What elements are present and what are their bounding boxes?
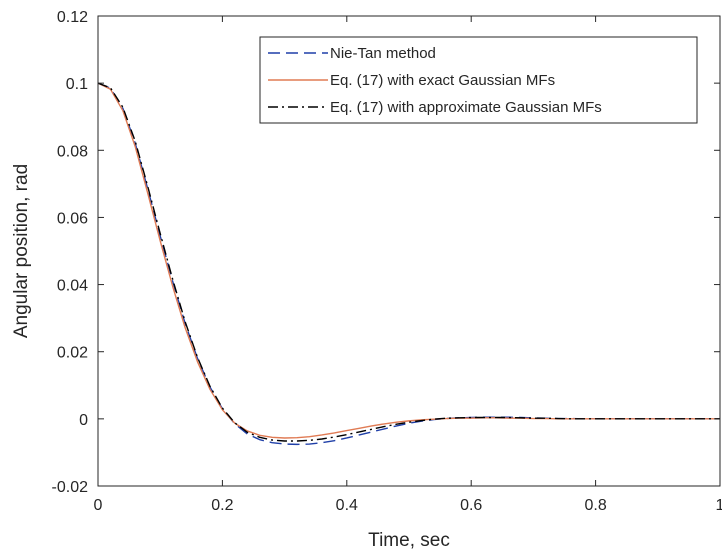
axes-box <box>97 15 721 487</box>
x-tick-label: 0 <box>94 497 103 514</box>
y-tick-label: -0.02 <box>52 479 89 496</box>
y-tick-label: 0.08 <box>57 143 88 160</box>
y-tick-label: 0.02 <box>57 345 88 362</box>
y-tick-labels: -0.02 0 0.02 0.04 0.06 0.08 0.1 0.12 <box>52 9 89 496</box>
y-tick-label: 0.06 <box>57 210 88 227</box>
legend-label-1: Nie-Tan method <box>330 45 436 62</box>
series-line-1 <box>98 82 720 446</box>
x-tick-label: 0.2 <box>211 497 233 514</box>
legend: Nie-Tan method Eq. (17) with exact Gaussi… <box>259 36 698 124</box>
x-tick-labels: 0 0.2 0.4 0.6 0.8 1 <box>94 497 722 514</box>
series-line-3 <box>98 82 720 442</box>
x-tick-label: 1 <box>716 497 722 514</box>
legend-label-2: Eq. (17) with exact Gaussian MFs <box>330 72 555 89</box>
series-line-2 <box>98 82 720 439</box>
y-axis-title: Angular position, rad <box>11 164 32 338</box>
x-tick-label: 0.6 <box>460 497 482 514</box>
x-tick-label: 0.8 <box>584 497 606 514</box>
y-tick-label: 0.04 <box>57 278 88 295</box>
legend-box <box>259 36 698 124</box>
legend-label-3: Eq. (17) with approximate Gaussian MFs <box>330 99 602 116</box>
y-tick-label: 0.1 <box>66 76 88 93</box>
y-tick-label: 0.12 <box>57 9 88 26</box>
x-axis-title: Time, sec <box>368 530 450 551</box>
x-tick-label: 0.4 <box>336 497 358 514</box>
y-tick-label: 0 <box>79 412 88 429</box>
